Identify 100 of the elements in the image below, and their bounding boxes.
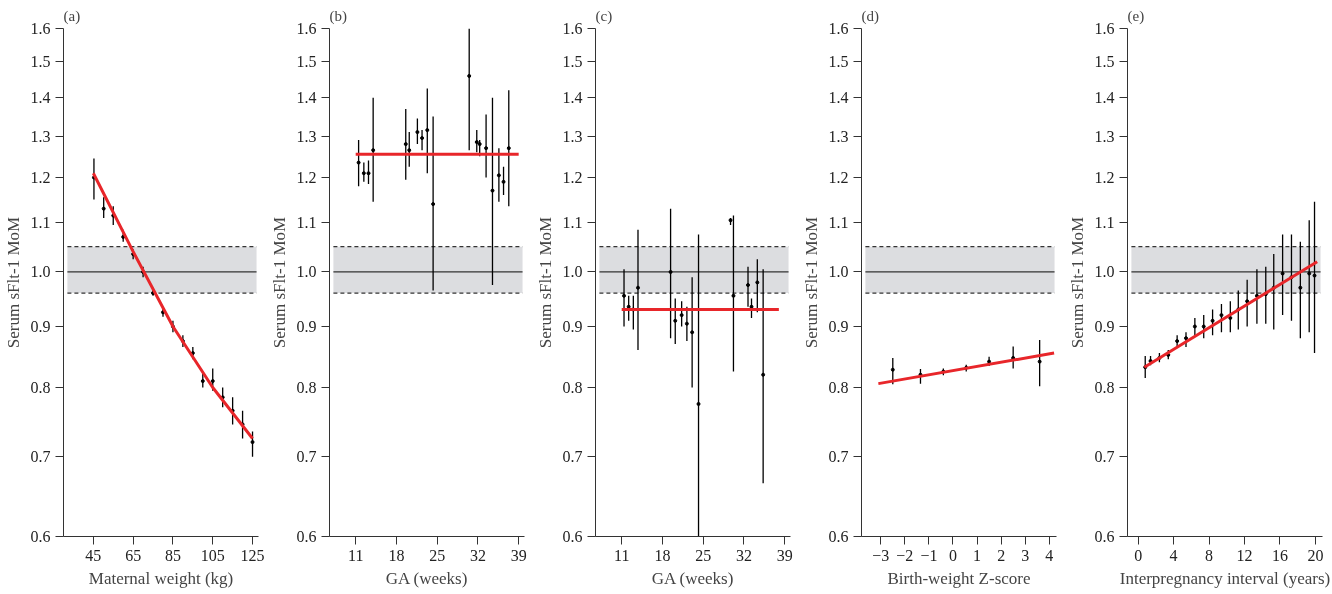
point <box>1210 318 1215 323</box>
y-tick-label: 1.5 <box>1094 53 1115 71</box>
x-tick-label: 125 <box>240 546 265 564</box>
x-tick-label: 45 <box>85 546 102 564</box>
point <box>749 304 754 309</box>
x-axis-title: GA (weeks) <box>385 568 468 588</box>
point <box>210 379 215 384</box>
point <box>371 148 376 153</box>
point <box>731 293 736 298</box>
y-tick-label: 0.8 <box>30 379 51 396</box>
y-tick-label: 1.3 <box>828 127 849 145</box>
point <box>684 321 689 326</box>
point <box>403 142 408 147</box>
y-tick-label: 1.1 <box>828 214 849 232</box>
x-tick-label: −1 <box>920 546 938 564</box>
point <box>431 202 436 207</box>
y-tick-label: 0.9 <box>1094 318 1115 335</box>
point <box>1245 299 1250 304</box>
point <box>356 160 361 165</box>
y-tick-label: 0.8 <box>296 379 317 396</box>
x-tick-label: 25 <box>695 546 712 564</box>
x-axis-title: Maternal weight (kg) <box>88 568 234 588</box>
x-tick-label: 16 <box>1271 546 1288 564</box>
point <box>1219 313 1224 318</box>
y-tick-label: 1.0 <box>296 263 317 281</box>
y-tick-label: 0.8 <box>1094 379 1115 396</box>
y-tick-label: 1.6 <box>30 20 51 37</box>
y-tick-label: 0.7 <box>296 448 317 466</box>
y-tick-label: 1.5 <box>30 53 51 71</box>
point <box>425 128 430 133</box>
y-axis-title: Serum sFlt-1 MoM <box>3 216 23 349</box>
x-tick-label: 18 <box>388 546 405 564</box>
point <box>477 142 482 147</box>
point <box>746 283 751 288</box>
x-tick-label: 18 <box>654 546 671 564</box>
point <box>420 136 425 141</box>
x-tick-label: 1 <box>973 546 982 564</box>
x-axis-title: Birth-weight Z-score <box>887 568 1031 588</box>
chart-title: (e) <box>1127 7 1145 25</box>
point <box>1175 339 1180 344</box>
y-tick-label: 1.2 <box>562 169 583 186</box>
x-tick-label: 20 <box>1307 546 1324 564</box>
point <box>1037 359 1042 364</box>
x-tick-label: 4 <box>1045 546 1054 564</box>
point <box>626 304 631 309</box>
point <box>890 367 895 372</box>
chart-title: (a) <box>63 7 81 25</box>
point <box>506 146 511 151</box>
point <box>1298 285 1303 290</box>
chart-title: (c) <box>595 7 613 25</box>
point <box>1201 324 1206 329</box>
y-tick-label: 1.1 <box>1094 214 1115 232</box>
y-tick-label: 1.0 <box>30 263 51 281</box>
y-tick-label: 0.9 <box>296 318 317 335</box>
x-tick-label: 85 <box>164 546 181 564</box>
x-tick-label: 105 <box>200 546 225 564</box>
y-tick-label: 1.2 <box>828 169 849 186</box>
x-tick-label: 65 <box>125 546 142 564</box>
y-tick-label: 1.4 <box>562 89 583 107</box>
y-tick-label: 0.6 <box>562 528 583 545</box>
y-axis-title: Serum sFlt-1 MoM <box>1067 216 1087 349</box>
point <box>366 171 371 176</box>
y-tick-label: 0.9 <box>828 318 849 335</box>
y-tick-label: 0.6 <box>30 528 51 545</box>
y-tick-label: 0.7 <box>1094 448 1115 466</box>
point <box>501 179 506 184</box>
point <box>690 330 695 335</box>
y-tick-label: 1.2 <box>296 169 317 186</box>
point <box>635 285 640 290</box>
y-tick-label: 1.3 <box>30 127 51 145</box>
y-tick-label: 1.6 <box>296 20 317 37</box>
y-tick-label: 1.6 <box>562 20 583 37</box>
y-tick-label: 1.2 <box>30 169 51 186</box>
y-tick-label: 0.9 <box>30 318 51 335</box>
y-tick-label: 0.8 <box>562 379 583 396</box>
point <box>415 130 420 135</box>
y-tick-label: 0.6 <box>828 528 849 545</box>
x-tick-label: 8 <box>1205 546 1214 564</box>
point <box>679 313 684 318</box>
y-axis-title: Serum sFlt-1 MoM <box>801 216 821 349</box>
point <box>361 171 366 176</box>
point <box>407 148 412 153</box>
point <box>755 280 760 285</box>
y-tick-label: 1.5 <box>828 53 849 71</box>
x-tick-label: −3 <box>872 546 890 564</box>
x-tick-label: 0 <box>1134 546 1143 564</box>
y-tick-label: 0.8 <box>828 379 849 396</box>
x-axis-title: GA (weeks) <box>651 568 734 588</box>
y-tick-label: 1.4 <box>30 89 51 107</box>
y-tick-label: 1.6 <box>828 20 849 37</box>
point <box>673 318 678 323</box>
x-tick-label: 0 <box>948 546 957 564</box>
y-axis-title: Serum sFlt-1 MoM <box>269 216 289 349</box>
y-tick-label: 0.7 <box>562 448 583 466</box>
y-tick-label: 1.1 <box>30 214 51 232</box>
y-tick-label: 0.9 <box>562 318 583 335</box>
point <box>467 73 472 78</box>
point <box>490 188 495 193</box>
y-tick-label: 0.7 <box>30 448 51 466</box>
y-tick-label: 1.5 <box>296 53 317 71</box>
